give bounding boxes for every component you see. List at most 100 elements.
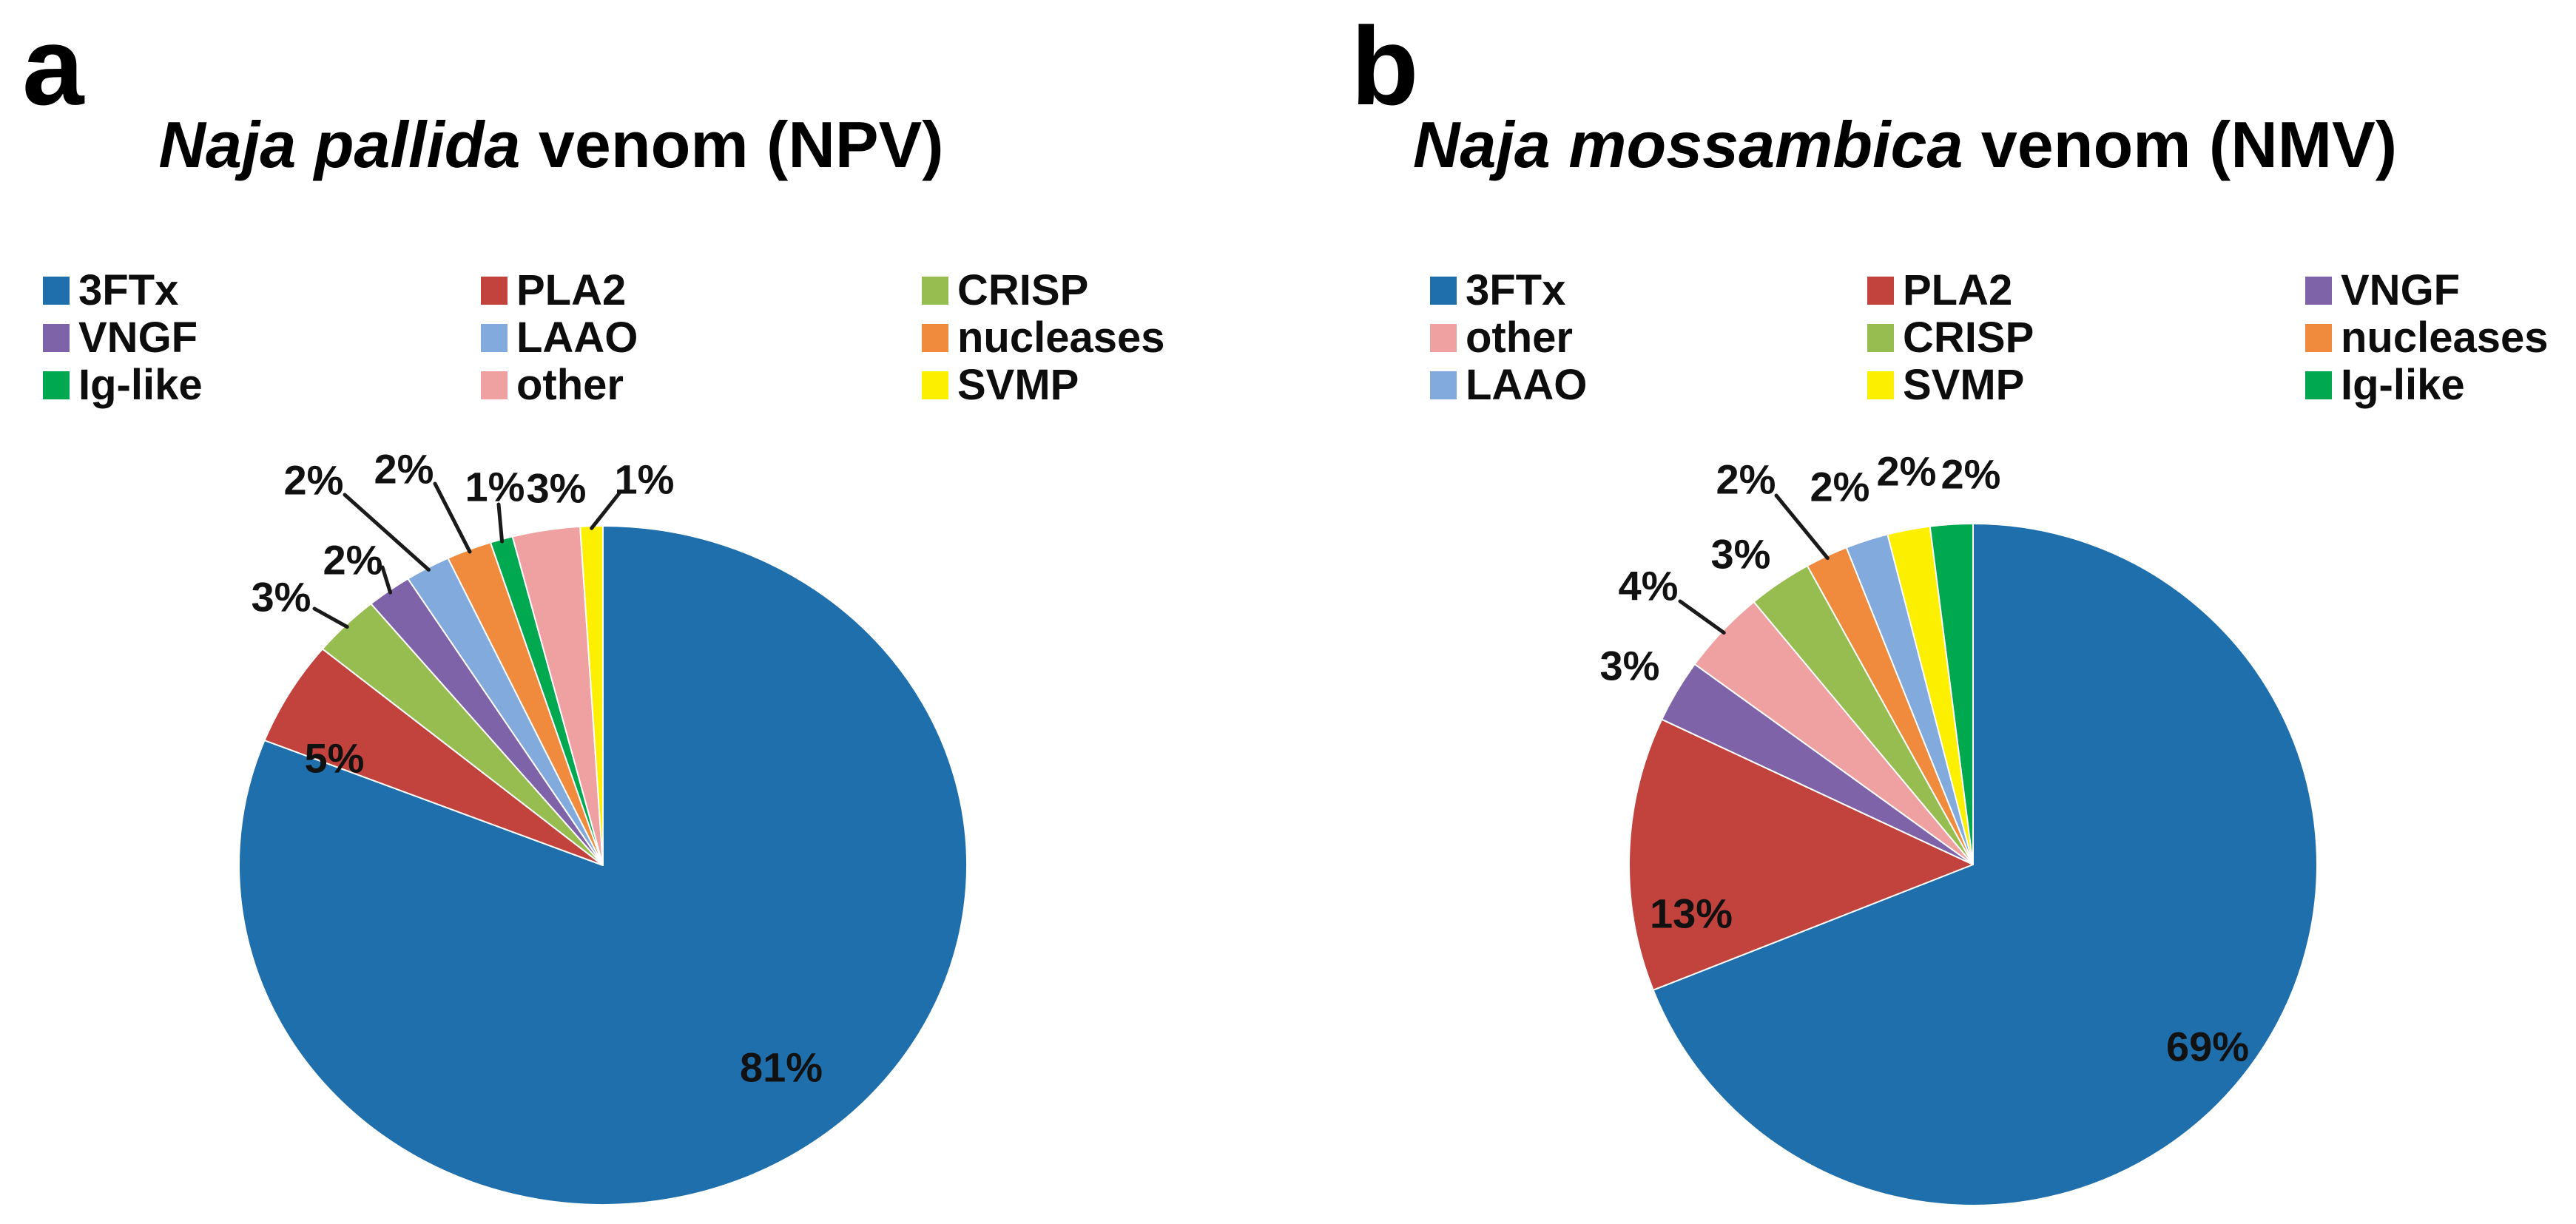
legend-swatch-SVMP [1867, 371, 1894, 399]
legend-label: LAAO [516, 314, 638, 362]
pie-percent-label-SVMP: 1% [615, 456, 675, 503]
legend-swatch-CRISP [1867, 324, 1894, 352]
legend-item-nucleases: nucleases [922, 317, 1165, 359]
legend-label: 3FTx [78, 266, 179, 314]
pie-percent-label-VNGF: 3% [1600, 643, 1660, 689]
title-rest: venom (NMV) [1963, 108, 2398, 181]
legend-swatch-Ig-like [43, 371, 70, 399]
legend-swatch-other [1430, 324, 1457, 352]
legend-swatch-LAAO [1430, 371, 1457, 399]
pie-percent-label-other: 3% [527, 465, 587, 512]
pie-percent-label-LAAO: 2% [1810, 464, 1870, 510]
leader-line-SVMP [590, 491, 621, 530]
legend-swatch-CRISP [922, 277, 948, 305]
legend-item-other: other [1430, 317, 1573, 359]
legend-label: PLA2 [1903, 266, 2013, 314]
leader-line-Ig-like [496, 502, 505, 544]
legend-npv: 3FTx PLA2 CRISP VNGF LAAO nucleases Ig-like oth… [43, 269, 1165, 407]
legend-swatch-SVMP [922, 371, 948, 399]
legend-swatch-other [481, 371, 508, 399]
legend-item-VNGF: VNGF [2305, 269, 2460, 312]
leader-line-nucleases [433, 481, 472, 554]
pie-percent-label-CRISP: 3% [1711, 531, 1771, 578]
legend-item-PLA2: PLA2 [1867, 269, 2012, 312]
legend-label: SVMP [1903, 361, 2025, 409]
species-name: Naja pallida [158, 108, 521, 181]
legend-swatch-3FTx [43, 277, 70, 305]
legend-swatch-nucleases [2305, 324, 2332, 352]
pie-percent-label-3FTx: 69% [2166, 1024, 2249, 1070]
legend-label: nucleases [2341, 314, 2549, 362]
legend-label: SVMP [957, 361, 1079, 409]
pie-percent-label-PLA2: 13% [1650, 890, 1733, 937]
pie-percent-label-3FTx: 81% [740, 1044, 823, 1091]
legend-swatch-Ig-like [2305, 371, 2332, 399]
leader-line-other [1678, 599, 1726, 635]
legend-item-LAAO: LAAO [1430, 364, 1587, 407]
pie-slice-PLA2 [263, 648, 604, 866]
legend-label: other [516, 361, 624, 409]
legend-item-PLA2: PLA2 [481, 269, 626, 312]
legend-item-3FTx: 3FTx [1430, 269, 1565, 312]
legend-item-CRISP: CRISP [922, 269, 1088, 312]
pie-slice-3FTx [1652, 523, 2318, 1206]
panel-letter-b: b [1351, 4, 1419, 128]
legend-item-SVMP: SVMP [1867, 364, 2024, 407]
legend-swatch-VNGF [2305, 277, 2332, 305]
pie-percent-label-VNGF: 2% [323, 537, 383, 584]
leader-line-nucleases [1774, 493, 1830, 561]
pie-chart-npv: 81%5%3%2%2% 2% 1% 3% 1% [238, 446, 968, 1206]
pie-percent-label-PLA2: 5% [305, 735, 365, 782]
legend-nmv: 3FTx PLA2 VNGF other CRISP nucleases LAAO SVMP I… [1288, 0, 2576, 1224]
pie-percent-label-nucleases: 2% [374, 446, 434, 493]
leader-line-VNGF [380, 565, 393, 595]
panel-letter-a: a [22, 4, 84, 128]
pie-percent-label-CRISP: 3% [252, 574, 311, 621]
legend-item-VNGF: VNGF [43, 317, 198, 359]
pie-percent-label-LAAO: 2% [284, 457, 344, 504]
legend-label: LAAO [1466, 361, 1588, 409]
panel-a: a Naja pallida venom (NPV) 3FTx PLA2 CRISP… [0, 4, 1196, 1206]
legend-item-Ig-like: Ig-like [2305, 364, 2465, 407]
panel-b: b Naja mossambica venom (NMV) 3FTx PLA2 VN… [1288, 0, 2576, 1224]
legend-item-other: other [481, 364, 624, 407]
title-rest: venom (NPV) [520, 108, 944, 181]
legend-label: VNGF [2341, 266, 2461, 314]
legend-label: PLA2 [516, 266, 627, 314]
pie-percent-label-other: 4% [1619, 563, 1679, 609]
legend-label: Ig-like [2341, 361, 2465, 409]
pie-slice-Ig-like [1929, 523, 1974, 865]
legend-label: nucleases [957, 314, 1165, 362]
legend-swatch-3FTx [1430, 277, 1457, 305]
leader-line-LAAO [343, 493, 431, 572]
legend-label: 3FTx [1466, 266, 1566, 314]
pie-slice-PLA2 [1628, 718, 1974, 991]
pie-chart-nmv: 69%13%3%4%3%2% 2% 2% 2% [1600, 448, 2318, 1206]
legend-label: VNGF [78, 314, 198, 362]
legend-swatch-VNGF [43, 324, 70, 352]
legend-label: CRISP [1903, 314, 2034, 362]
legend-swatch-PLA2 [481, 277, 508, 305]
legend-swatch-LAAO [481, 324, 508, 352]
pie-percent-label-Ig-like: 2% [1941, 451, 2001, 498]
legend-swatch-nucleases [922, 324, 948, 352]
pie-percent-label-nucleases: 2% [1716, 456, 1776, 503]
panel-title-npv: Naja pallida venom (NPV) [0, 108, 1196, 181]
panel-title-nmv: Naja mossambica venom (NMV) [1261, 108, 2549, 181]
legend-swatch-PLA2 [1867, 277, 1894, 305]
legend-label: CRISP [957, 266, 1089, 314]
legend-label: Ig-like [78, 361, 203, 409]
legend-item-SVMP: SVMP [922, 364, 1079, 407]
legend-label: other [1466, 314, 1573, 362]
legend-item-LAAO: LAAO [481, 317, 638, 359]
pie-percent-label-SVMP: 2% [1877, 448, 1937, 495]
legend-item-CRISP: CRISP [1867, 317, 2034, 359]
pie-percent-label-Ig-like: 1% [465, 464, 525, 510]
legend-item-3FTx: 3FTx [43, 269, 178, 312]
leader-line-CRISP [312, 606, 349, 629]
legend-item-Ig-like: Ig-like [43, 364, 203, 407]
species-name: Naja mossambica [1412, 108, 1963, 181]
legend-item-nucleases: nucleases [2305, 317, 2549, 359]
